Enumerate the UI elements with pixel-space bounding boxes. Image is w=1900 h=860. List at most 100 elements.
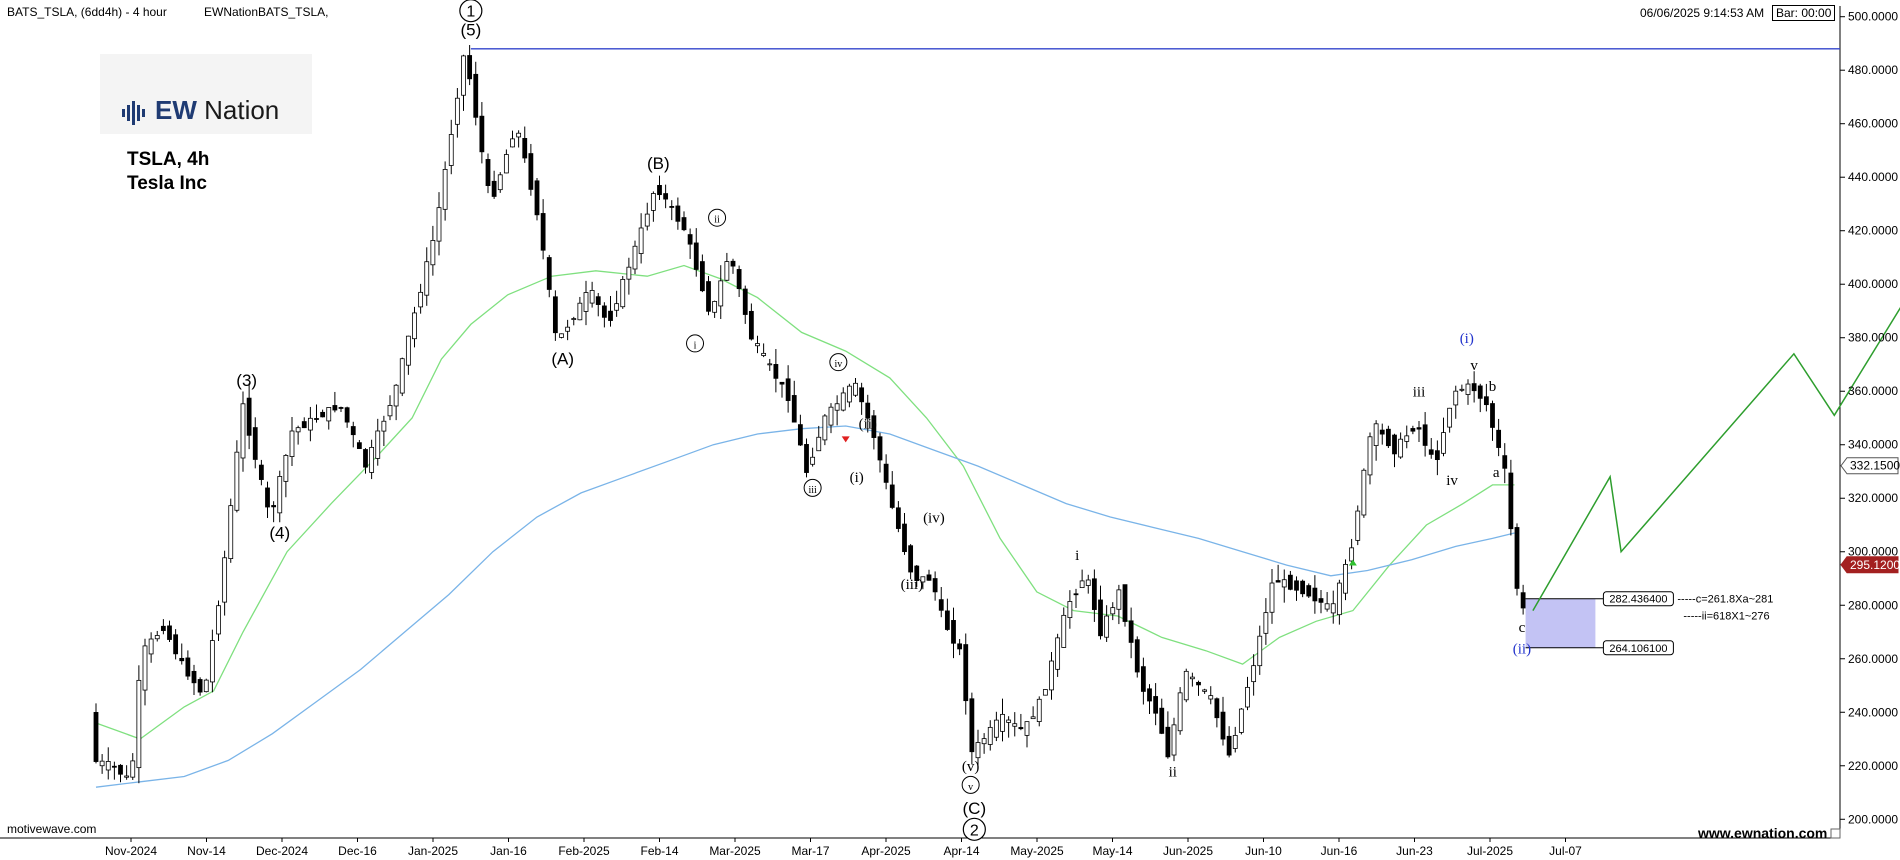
y-tick-label: 200.0000 [1848, 812, 1898, 826]
candle-body [1098, 599, 1103, 637]
wave-label: c [1519, 620, 1526, 636]
candle-body [356, 442, 362, 449]
x-axis: Nov-2024 Nov-14 Dec-2024 Dec-16 Jan-2025 Jan-… [105, 838, 1582, 858]
candle-body [154, 635, 160, 640]
wave-label: (iii) [901, 577, 924, 593]
candle-body [963, 644, 969, 702]
wave-label: (B) [647, 154, 670, 173]
candle-body [969, 698, 975, 753]
candle-body [1134, 639, 1140, 673]
x-tick-label: Nov-14 [187, 844, 226, 858]
wave-label: iii [803, 478, 822, 497]
candle-body [681, 217, 687, 231]
wave-label: (A) [551, 349, 574, 368]
wave-label: i [686, 334, 705, 353]
candle-body [1349, 547, 1355, 562]
candle-body [779, 381, 785, 385]
candle-body [381, 420, 387, 432]
candle-body [1263, 612, 1269, 634]
moving-averages [95, 264, 1515, 788]
candle-body [1165, 726, 1171, 758]
wave-label: b [1489, 379, 1497, 395]
candle-body [895, 507, 901, 529]
candle-body [638, 227, 644, 254]
candle-body [1502, 455, 1508, 469]
candle-body [871, 415, 877, 438]
candle-body [1196, 681, 1201, 686]
candle-body [785, 378, 791, 401]
y-tick-label: 260.0000 [1848, 652, 1898, 666]
candle-body [1128, 620, 1134, 643]
candle-body [136, 679, 142, 769]
candle-body [1140, 666, 1146, 692]
candle-body [448, 134, 454, 166]
candle-body [338, 407, 344, 409]
price-tag-label: 332.1500 [1850, 459, 1900, 473]
candle-body [1324, 603, 1330, 610]
candle-body [191, 670, 197, 684]
candle-body [160, 625, 166, 631]
wave-label: ii [1169, 764, 1177, 780]
wave-label-text: a [1493, 465, 1500, 481]
candle-body [283, 455, 289, 482]
candle-body [834, 403, 840, 411]
candle-body [1416, 427, 1422, 430]
candle-body [1147, 688, 1152, 702]
zone-bottom-price: 264.106100 [1609, 643, 1667, 655]
candle-body [1159, 707, 1165, 734]
x-tick-label: Jun-23 [1396, 844, 1433, 858]
candle-body [571, 318, 577, 320]
wave-label-text: (B) [647, 154, 670, 173]
candle-body [105, 761, 111, 771]
footer-motivewave: motivewave.com [7, 822, 97, 836]
candle-body [730, 260, 736, 267]
candle-body [951, 620, 956, 644]
y-tick-label: 460.0000 [1848, 117, 1898, 131]
candle-body [920, 576, 926, 583]
chart-frame [0, 6, 1841, 839]
candle-body [179, 657, 185, 662]
wave-label-text: ii [714, 215, 720, 226]
candle-body [1483, 396, 1489, 406]
chart-datetime: 06/06/2025 9:14:53 AM [1640, 6, 1765, 20]
candle-body [748, 310, 754, 340]
candle-body [522, 138, 528, 159]
candle-body [822, 415, 828, 441]
candle-body [258, 464, 264, 480]
candle-body [1104, 615, 1110, 638]
bar-timer: Bar: 00:00 [1772, 5, 1836, 21]
candle-body [791, 395, 797, 423]
wave-label: (ii) [1513, 641, 1531, 657]
candle-body [216, 605, 221, 635]
candle-body [632, 245, 638, 270]
wave-label-circle [803, 478, 822, 497]
candle-body [516, 132, 522, 138]
wave-label-text: iv [1446, 473, 1458, 489]
wave-label-text: (v) [962, 759, 980, 775]
candle-body [1275, 580, 1281, 583]
candle-body [657, 185, 662, 196]
candle-body [620, 279, 626, 308]
wave-label-text: (A) [551, 349, 574, 368]
x-tick-label: Dec-16 [338, 844, 377, 858]
candle-body [363, 449, 368, 468]
candle-body [503, 154, 509, 174]
candle-body [1171, 724, 1177, 756]
candle-body [375, 430, 381, 459]
wave-label: v [1470, 358, 1478, 374]
ew-nation-logo: EW Nation [100, 54, 312, 134]
wave-label-text: iii [1413, 385, 1426, 401]
candle-body [742, 288, 748, 315]
candle-body [1453, 390, 1459, 406]
ma-blue-line [95, 425, 1515, 788]
candle-body [461, 55, 466, 96]
down-triangle-marker [841, 436, 850, 443]
y-tick-label: 340.0000 [1848, 438, 1898, 452]
candle-body [1245, 686, 1250, 708]
wave-label-text: v [968, 782, 973, 793]
candle-body [975, 742, 981, 759]
zone-top-price: 282.436400 [1609, 594, 1667, 606]
ticker-info: TSLA, 4h Tesla Inc [127, 148, 209, 196]
candle-body [1085, 579, 1091, 586]
